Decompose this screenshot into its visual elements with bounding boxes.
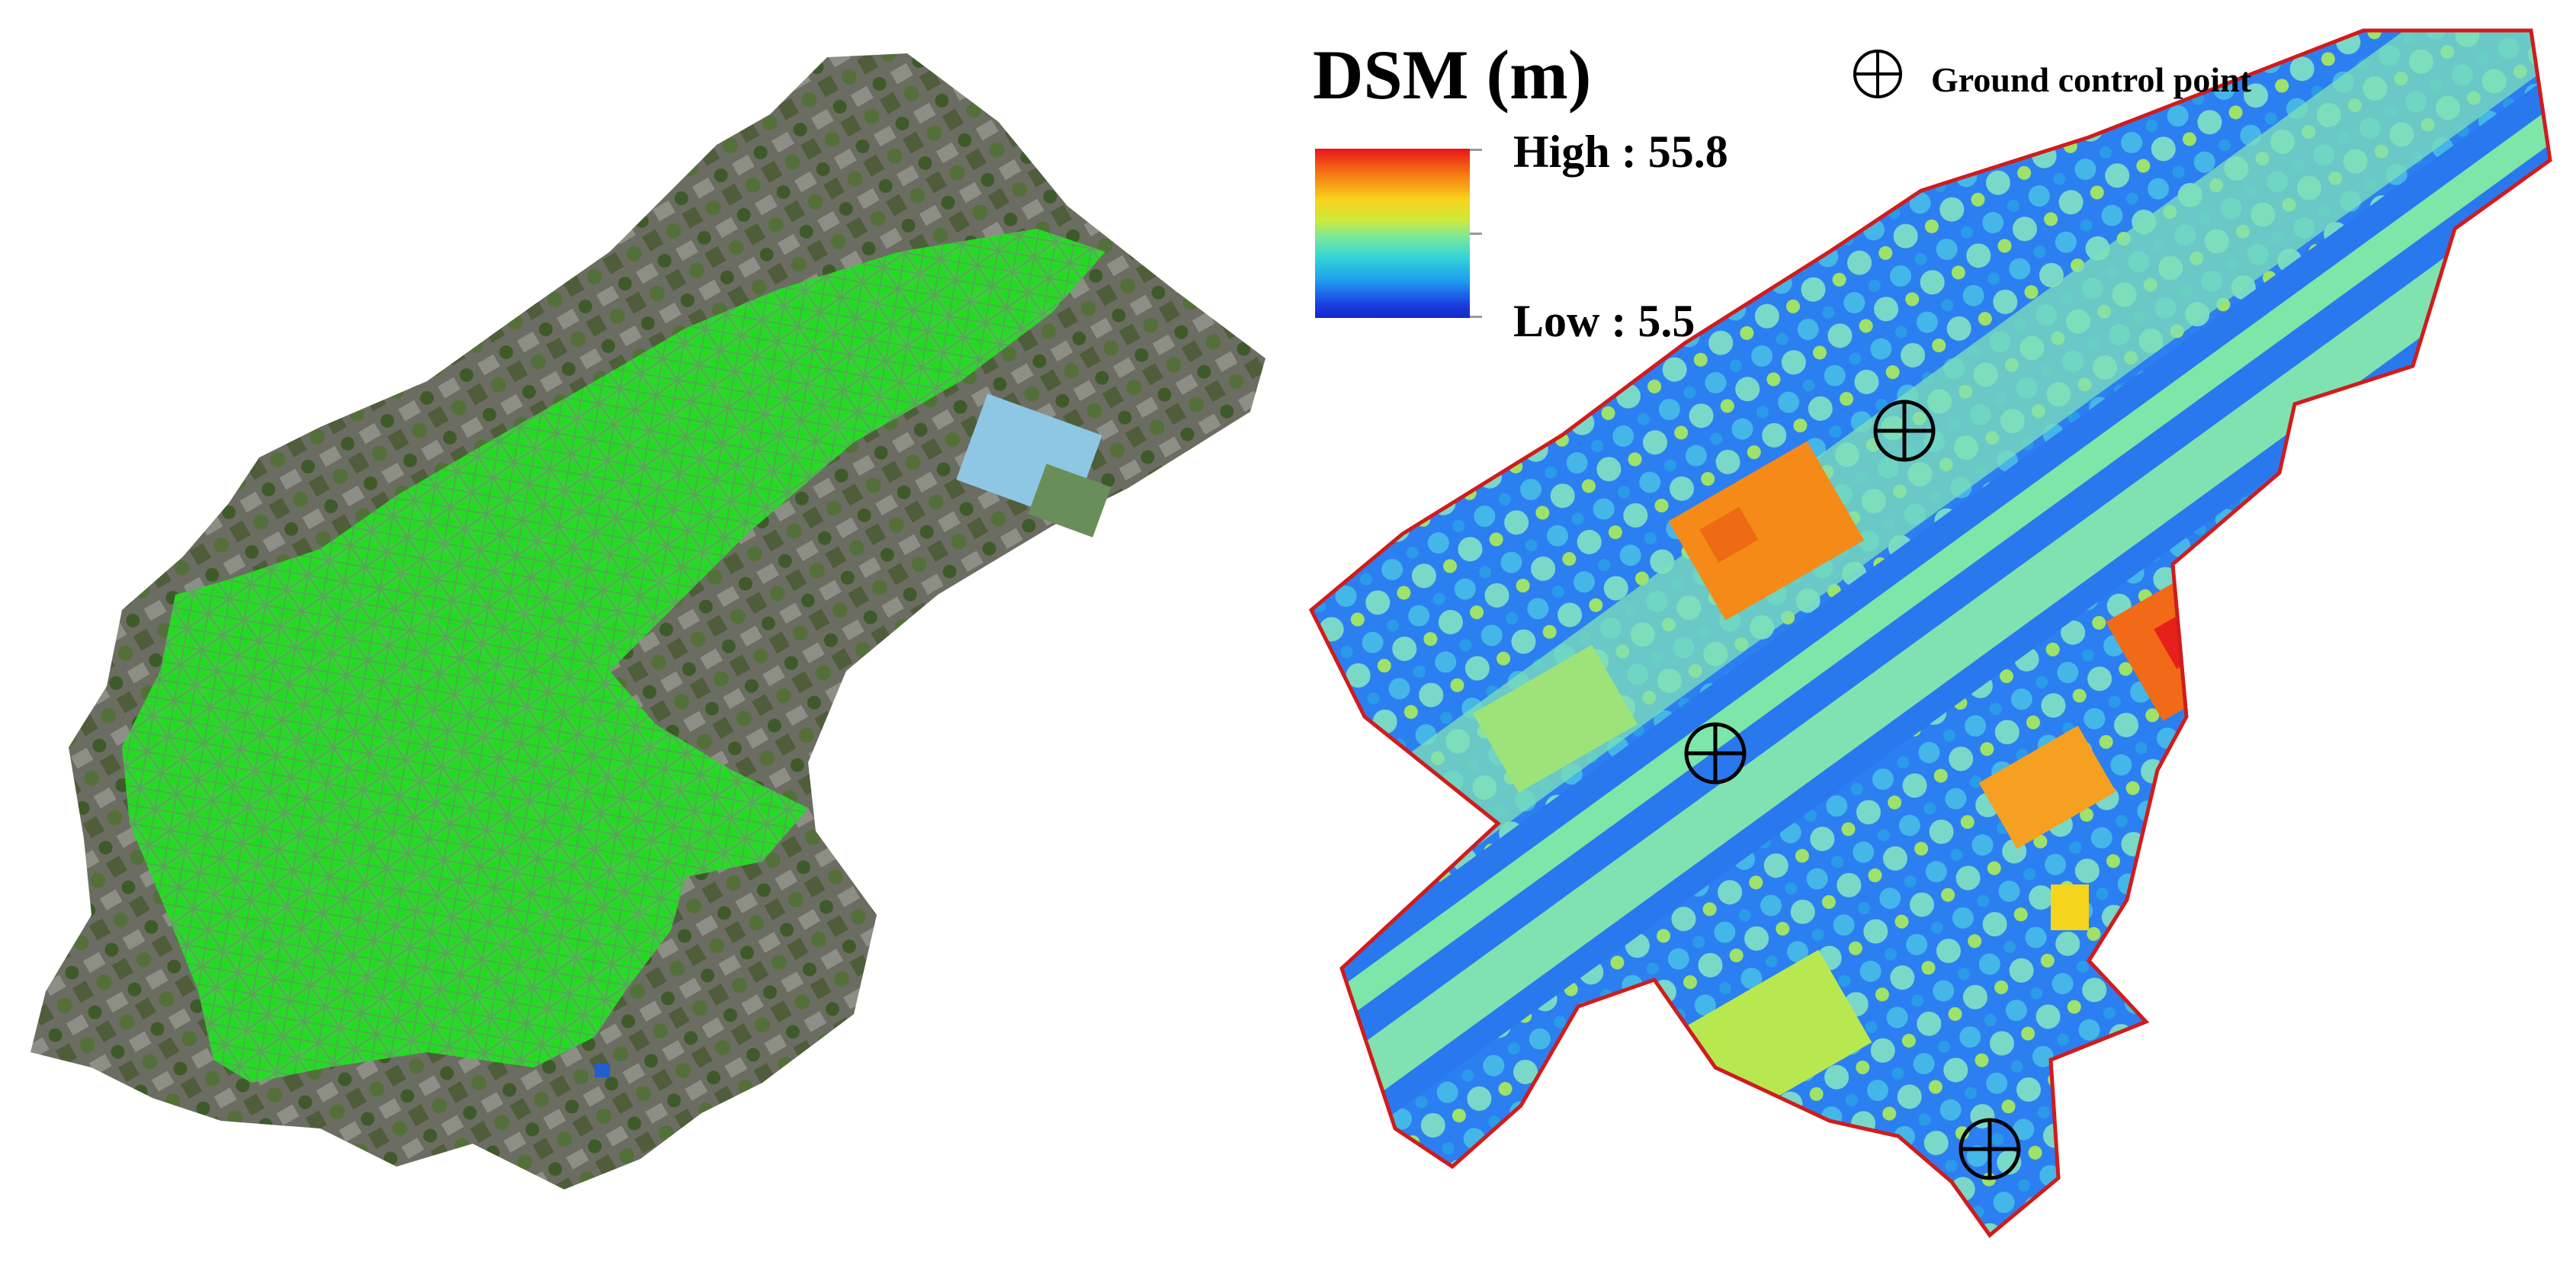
legend-tick-high [1470,149,1482,151]
building-yellow [2051,884,2089,930]
ground-control-point-icon [1684,722,1747,785]
tree-row [1311,101,2550,1129]
building-roof [1699,506,1759,563]
gcp-legend-label: Ground control point [1931,60,2252,99]
building-yellow-orange [1978,725,2116,849]
camera-positions-overlay [122,229,1105,1083]
ground-control-point-icon [1958,1118,2021,1180]
crosshair-circle-icon [1853,50,1902,98]
marker [595,1064,610,1077]
legend-high-label: High : 55.8 [1513,127,1728,177]
ground-control-point-icon [1873,400,1936,462]
dsm-map [1296,0,2576,1268]
median-strip [1311,54,2550,1064]
legend-tick-low [1470,316,1482,318]
point-cloud-panel [30,53,1266,1189]
legend-title: DSM (m) [1313,36,1592,114]
legend-low-label: Low : 5.5 [1513,296,1695,346]
sports-court [1028,464,1112,538]
building-orange [1668,441,1865,621]
legend-color-ramp [1315,149,1470,318]
point-cloud-view [30,53,1266,1189]
dsm-panel [1296,0,2576,1268]
building-green [1473,644,1638,793]
legend-tick-mid [1470,233,1482,235]
